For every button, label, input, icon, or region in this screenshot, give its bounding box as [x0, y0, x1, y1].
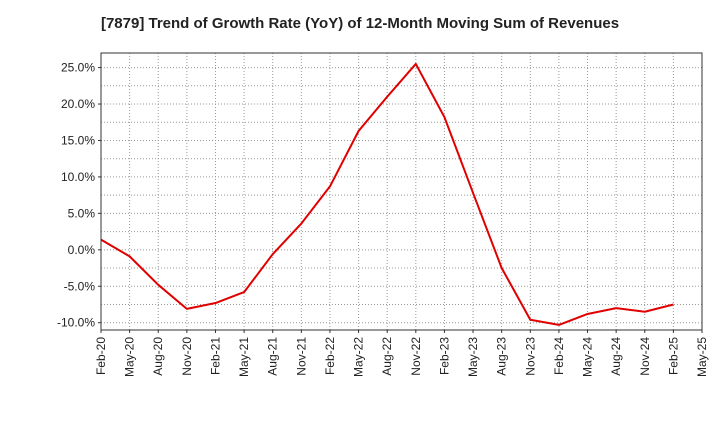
x-axis-ticks: Feb-20 May-20 Aug-20 Nov-20 Feb-21 May-21 Aug-… — [94, 330, 709, 377]
x-tick-label: Feb-24 — [552, 337, 566, 375]
grid-layer — [100, 53, 703, 330]
x-tick-label: May-20 — [123, 337, 137, 377]
plot-area — [101, 53, 702, 330]
y-tick-label: 10.0% — [61, 170, 95, 184]
y-tick-label: -5.0% — [64, 279, 96, 293]
y-tick-label: 20.0% — [61, 97, 95, 111]
y-tick-label: 25.0% — [61, 61, 95, 75]
series-layer — [100, 62, 674, 326]
y-tick-label: 15.0% — [61, 133, 95, 147]
x-tick-label: Aug-23 — [495, 337, 509, 376]
y-tick-label: -10.0% — [57, 316, 95, 330]
y-axis-ticks: 25.0% 20.0% 15.0% 10.0% 5.0% 0.0% -5.0% -10.0% — [57, 61, 101, 330]
x-tick-label: Aug-22 — [380, 337, 394, 376]
x-tick-label: Feb-20 — [94, 337, 108, 375]
x-tick-label: May-23 — [466, 337, 480, 377]
x-tick-label: Feb-23 — [437, 337, 451, 375]
x-tick-label: Nov-23 — [523, 337, 537, 376]
x-tick-label: Nov-22 — [409, 337, 423, 376]
x-tick-label: Aug-21 — [266, 337, 280, 376]
x-tick-label: Aug-20 — [151, 337, 165, 376]
chart-title: [7879] Trend of Growth Rate (YoY) of 12-… — [100, 15, 620, 32]
x-tick-label: Nov-20 — [180, 337, 194, 376]
x-tick-label: May-21 — [237, 337, 251, 377]
x-tick-label: May-22 — [352, 337, 366, 377]
x-tick-label: May-25 — [695, 337, 709, 377]
x-tick-label: Feb-25 — [666, 337, 680, 375]
y-tick-label: 5.0% — [68, 206, 96, 220]
x-tick-label: Aug-24 — [609, 337, 623, 376]
plot-border — [100, 52, 703, 331]
x-tick-label: Nov-24 — [638, 337, 652, 376]
x-tick-label: May-24 — [581, 337, 595, 377]
x-tick-label: Nov-21 — [294, 337, 308, 376]
x-tick-label: Feb-21 — [208, 337, 222, 375]
y-tick-label: 0.0% — [68, 243, 96, 257]
x-tick-label: Feb-22 — [323, 337, 337, 375]
